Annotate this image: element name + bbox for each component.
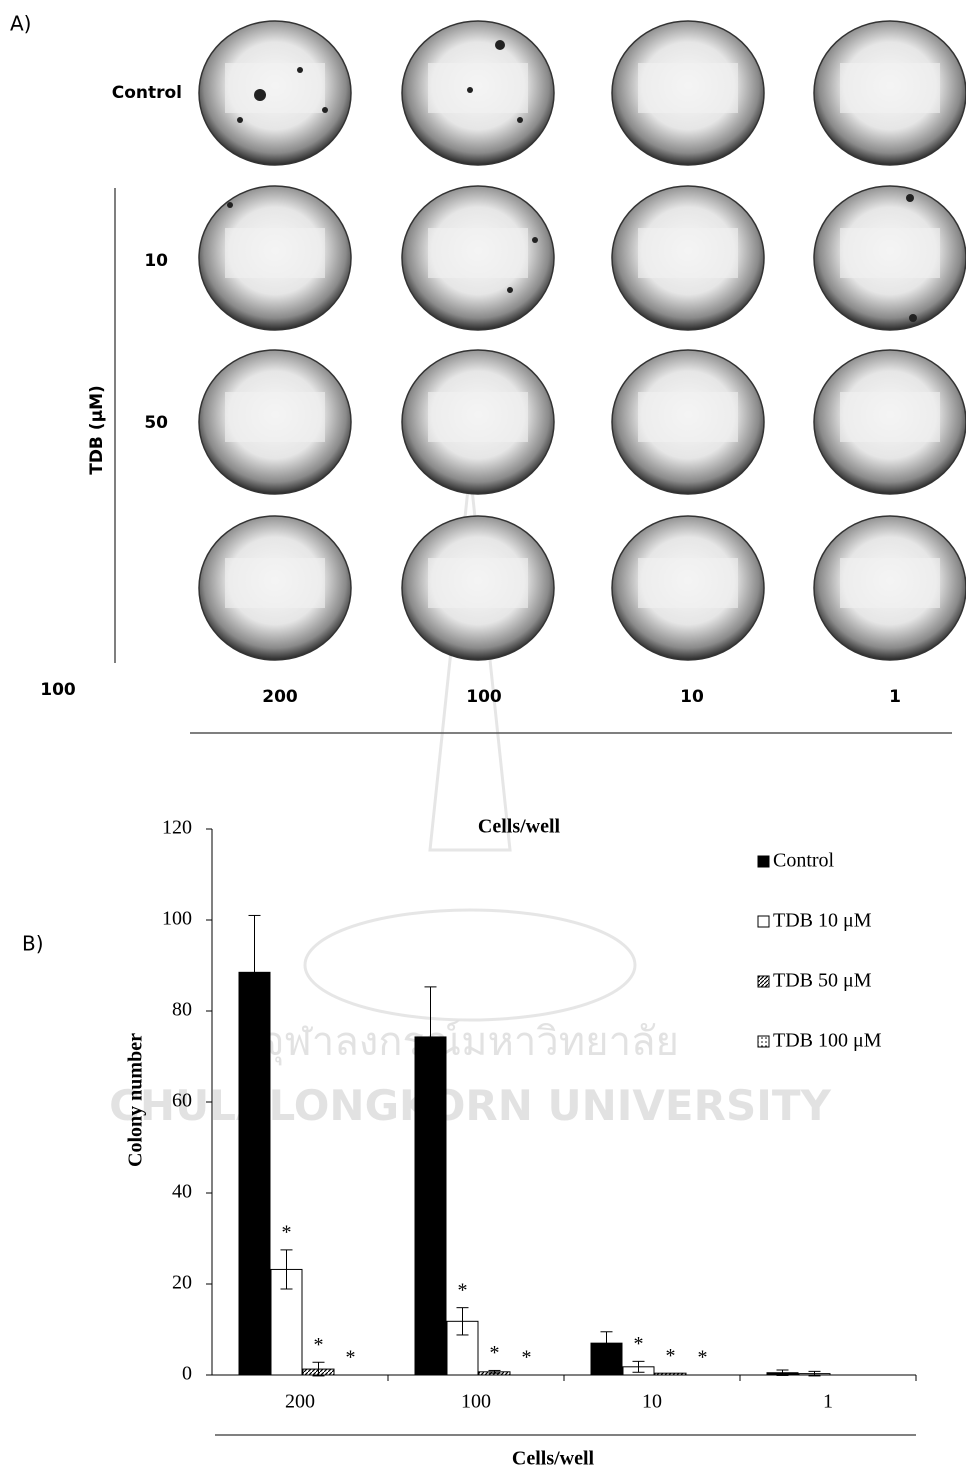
dish-image-tile xyxy=(225,392,325,442)
dish-image-tile xyxy=(840,558,940,608)
colony xyxy=(507,287,513,293)
row-label: 100 xyxy=(40,680,76,700)
significance-mark: * xyxy=(522,1347,532,1369)
legend-swatch xyxy=(758,916,769,927)
watermark-english: Chulalongkorn University xyxy=(109,1081,831,1130)
row-label: 10 xyxy=(144,251,168,271)
legend-label: TDB 100 μM xyxy=(773,1030,882,1052)
row-axis-label: TDB (μM) xyxy=(87,385,107,475)
y-tick-label: 0 xyxy=(182,1363,192,1385)
y-tick-label: 20 xyxy=(172,1272,192,1294)
dish-image-tile xyxy=(225,63,325,113)
significance-mark: * xyxy=(698,1347,708,1369)
column-label: 200 xyxy=(262,687,298,707)
colony xyxy=(254,89,266,101)
significance-mark: * xyxy=(490,1342,500,1364)
x-tick-label: 100 xyxy=(461,1391,491,1413)
legend-label: Control xyxy=(773,850,835,872)
y-tick-label: 80 xyxy=(172,999,192,1021)
column-axis-label: Cells/well xyxy=(478,816,561,838)
y-tick-label: 120 xyxy=(162,817,192,839)
dish-image-tile xyxy=(225,228,325,278)
significance-mark: * xyxy=(458,1279,468,1301)
significance-mark: * xyxy=(314,1334,324,1356)
panel-label: A) xyxy=(10,12,31,36)
significance-mark: * xyxy=(634,1333,644,1355)
column-label: 10 xyxy=(680,687,704,707)
bar xyxy=(655,1373,686,1375)
dish-image-tile xyxy=(428,63,528,113)
colony xyxy=(909,314,917,322)
dish-image-tile xyxy=(428,558,528,608)
legend-label: TDB 50 μM xyxy=(773,970,872,992)
significance-mark: * xyxy=(282,1221,292,1243)
dish-image-tile xyxy=(428,228,528,278)
y-tick-label: 60 xyxy=(172,1090,192,1112)
y-axis-label: Colony number xyxy=(125,1033,147,1167)
colony xyxy=(297,67,303,73)
y-tick-label: 40 xyxy=(172,1181,192,1203)
row-label: 50 xyxy=(144,413,168,433)
row-label: Control xyxy=(112,83,182,103)
colony xyxy=(467,87,473,93)
dish-image-tile xyxy=(428,392,528,442)
y-tick-label: 100 xyxy=(162,908,192,930)
column-label: 100 xyxy=(466,687,502,707)
dish-image-tile xyxy=(638,392,738,442)
significance-mark: * xyxy=(346,1347,356,1369)
x-tick-label: 10 xyxy=(642,1391,662,1413)
panel-label: B) xyxy=(22,932,44,956)
dish-image-tile xyxy=(638,63,738,113)
legend-swatch xyxy=(758,976,769,987)
colony xyxy=(322,107,328,113)
colony xyxy=(495,40,505,50)
dish-image-tile xyxy=(225,558,325,608)
x-tick-label: 1 xyxy=(823,1391,833,1413)
dish-image-tile xyxy=(840,63,940,113)
figure: จุฬาลงกรณ์มหาวิทยาลัย Chulalongkorn Univ… xyxy=(0,0,966,1472)
column-label: 1 xyxy=(889,687,901,707)
dish-image-tile xyxy=(840,392,940,442)
significance-mark: * xyxy=(666,1345,676,1367)
legend-swatch xyxy=(758,1036,769,1047)
colony xyxy=(237,117,243,123)
dish-image-tile xyxy=(638,558,738,608)
colony xyxy=(517,117,523,123)
x-tick-label: 200 xyxy=(285,1391,315,1413)
dish-image-tile xyxy=(840,228,940,278)
colony xyxy=(906,194,914,202)
dish-image-tile xyxy=(638,228,738,278)
colony xyxy=(227,202,233,208)
bar xyxy=(415,1037,446,1375)
colony xyxy=(532,237,538,243)
x-axis-label: Cells/well xyxy=(512,1448,595,1470)
legend-label: TDB 10 μM xyxy=(773,910,872,932)
watermark-thai: จุฬาลงกรณ์มหาวิทยาลัย xyxy=(261,1019,679,1066)
bar xyxy=(239,972,270,1375)
legend-swatch xyxy=(758,856,769,867)
dish-grid xyxy=(199,21,966,660)
